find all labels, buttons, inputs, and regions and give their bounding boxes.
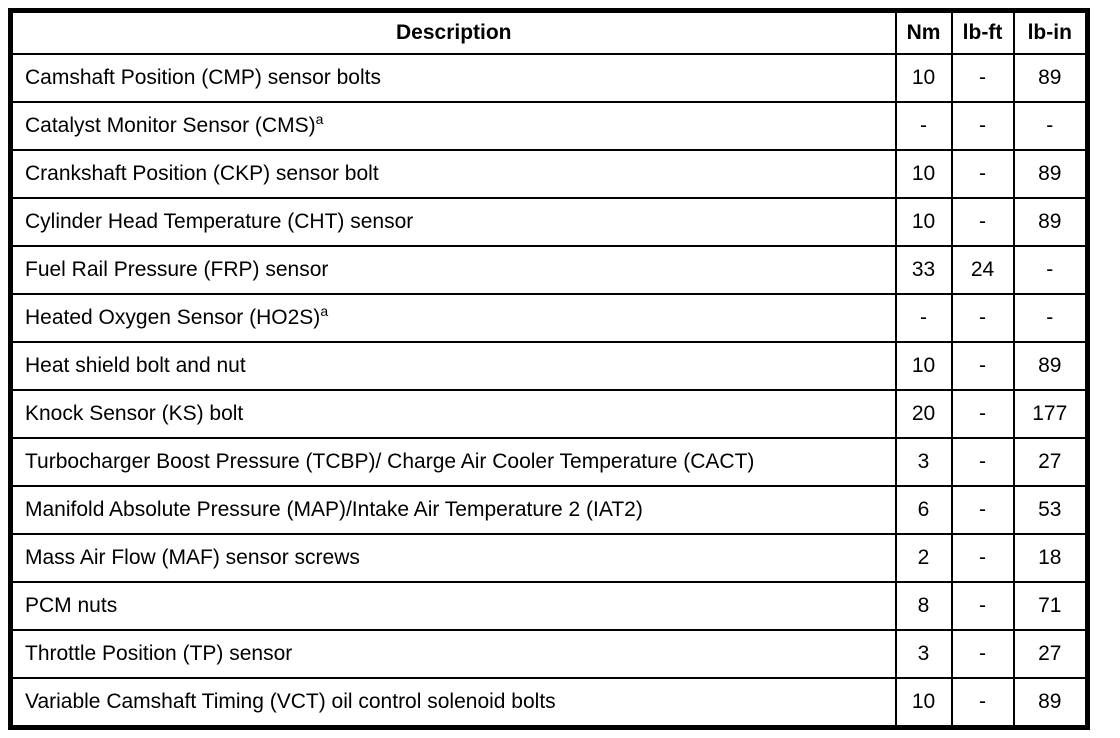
cell-lbft: - [950, 677, 1015, 729]
table-row: Turbocharger Boost Pressure (TCBP)/ Char… [9, 437, 1089, 487]
cell-lbin: 53 [1012, 485, 1089, 535]
description-text: Turbocharger Boost Pressure (TCBP)/ Char… [25, 450, 755, 474]
table-row: Variable Camshaft Timing (VCT) oil contr… [9, 677, 1089, 729]
description-text: Knock Sensor (KS) bolt [25, 402, 244, 426]
cell-nm: 2 [894, 533, 953, 583]
column-header-lbft: lb-ft [950, 9, 1015, 55]
cell-lbft: - [950, 53, 1015, 103]
cell-lbin: 89 [1012, 53, 1089, 103]
description-text: Heat shield bolt and nut [25, 354, 246, 378]
cell-description: Mass Air Flow (MAF) sensor screws [9, 533, 897, 583]
cell-nm: 10 [894, 677, 953, 729]
cell-description: Heat shield bolt and nut [9, 341, 897, 391]
table-row: Crankshaft Position (CKP) sensor bolt 10… [9, 149, 1089, 199]
description-text: Cylinder Head Temperature (CHT) sensor [25, 210, 414, 234]
cell-nm: 8 [894, 581, 953, 631]
description-text: Mass Air Flow (MAF) sensor screws [25, 546, 360, 570]
cell-lbft: - [950, 629, 1015, 679]
table-row: Fuel Rail Pressure (FRP) sensor 33 24 - [9, 245, 1089, 295]
cell-lbin: 89 [1012, 341, 1089, 391]
description-text: PCM nuts [25, 594, 118, 618]
cell-lbin: 89 [1012, 677, 1089, 729]
cell-nm: - [894, 101, 953, 151]
cell-nm: 3 [894, 629, 953, 679]
cell-lbft: - [950, 437, 1015, 487]
torque-spec-table: Description Nm lb-ft lb-in Camshaft Posi… [8, 8, 1090, 730]
table-row: Camshaft Position (CMP) sensor bolts 10 … [9, 53, 1089, 103]
cell-lbin: 89 [1012, 197, 1089, 247]
cell-nm: 3 [894, 437, 953, 487]
cell-nm: 10 [894, 149, 953, 199]
cell-lbft: - [950, 341, 1015, 391]
cell-description: Fuel Rail Pressure (FRP) sensor [9, 245, 897, 295]
table-row: Heat shield bolt and nut 10 - 89 [9, 341, 1089, 391]
cell-description: Throttle Position (TP) sensor [9, 629, 897, 679]
column-header-lbin: lb-in [1012, 9, 1089, 55]
description-text: Heated Oxygen Sensor (HO2S) [25, 306, 321, 330]
footnote-marker: a [315, 111, 324, 128]
cell-lbin: 71 [1012, 581, 1089, 631]
cell-lbin: 177 [1012, 389, 1089, 439]
cell-nm: 10 [894, 341, 953, 391]
cell-lbft: 24 [950, 245, 1015, 295]
cell-lbin: - [1012, 245, 1089, 295]
header-row: Description Nm lb-ft lb-in [9, 9, 1089, 55]
description-text: Throttle Position (TP) sensor [25, 642, 293, 666]
table-row: Throttle Position (TP) sensor 3 - 27 [9, 629, 1089, 679]
cell-lbft: - [950, 149, 1015, 199]
footnote-marker: a [320, 303, 329, 320]
cell-lbin: 27 [1012, 437, 1089, 487]
table-row: Knock Sensor (KS) bolt 20 - 177 [9, 389, 1089, 439]
description-text: Manifold Absolute Pressure (MAP)/Intake … [25, 498, 643, 522]
column-header-description: Description [9, 9, 897, 55]
cell-lbin: 18 [1012, 533, 1089, 583]
table-row: Mass Air Flow (MAF) sensor screws 2 - 18 [9, 533, 1089, 583]
cell-description: Turbocharger Boost Pressure (TCBP)/ Char… [9, 437, 897, 487]
table-row: Heated Oxygen Sensor (HO2S)a - - - [9, 293, 1089, 343]
cell-lbft: - [950, 485, 1015, 535]
cell-description: Cylinder Head Temperature (CHT) sensor [9, 197, 897, 247]
table-row: Cylinder Head Temperature (CHT) sensor 1… [9, 197, 1089, 247]
cell-nm: 10 [894, 197, 953, 247]
cell-lbin: 27 [1012, 629, 1089, 679]
cell-description: PCM nuts [9, 581, 897, 631]
cell-lbin: - [1012, 101, 1089, 151]
cell-description: Manifold Absolute Pressure (MAP)/Intake … [9, 485, 897, 535]
cell-lbin: - [1012, 293, 1089, 343]
cell-description: Camshaft Position (CMP) sensor bolts [9, 53, 897, 103]
cell-description: Heated Oxygen Sensor (HO2S)a [9, 293, 897, 343]
cell-lbft: - [950, 293, 1015, 343]
cell-nm: 20 [894, 389, 953, 439]
cell-nm: 6 [894, 485, 953, 535]
cell-lbft: - [950, 197, 1015, 247]
cell-description: Knock Sensor (KS) bolt [9, 389, 897, 439]
cell-description: Catalyst Monitor Sensor (CMS)a [9, 101, 897, 151]
column-header-nm: Nm [894, 9, 953, 55]
cell-nm: 10 [894, 53, 953, 103]
cell-description: Crankshaft Position (CKP) sensor bolt [9, 149, 897, 199]
description-text: Variable Camshaft Timing (VCT) oil contr… [25, 690, 556, 714]
cell-nm: 33 [894, 245, 953, 295]
description-text: Camshaft Position (CMP) sensor bolts [25, 66, 381, 90]
description-text: Catalyst Monitor Sensor (CMS) [25, 114, 316, 138]
cell-description: Variable Camshaft Timing (VCT) oil contr… [9, 677, 897, 729]
cell-nm: - [894, 293, 953, 343]
table-row: Catalyst Monitor Sensor (CMS)a - - - [9, 101, 1089, 151]
table-row: Manifold Absolute Pressure (MAP)/Intake … [9, 485, 1089, 535]
description-text: Fuel Rail Pressure (FRP) sensor [25, 258, 329, 282]
table-row: PCM nuts 8 - 71 [9, 581, 1089, 631]
cell-lbft: - [950, 389, 1015, 439]
cell-lbft: - [950, 101, 1015, 151]
cell-lbft: - [950, 581, 1015, 631]
cell-lbft: - [950, 533, 1015, 583]
cell-lbin: 89 [1012, 149, 1089, 199]
description-text: Crankshaft Position (CKP) sensor bolt [25, 162, 379, 186]
